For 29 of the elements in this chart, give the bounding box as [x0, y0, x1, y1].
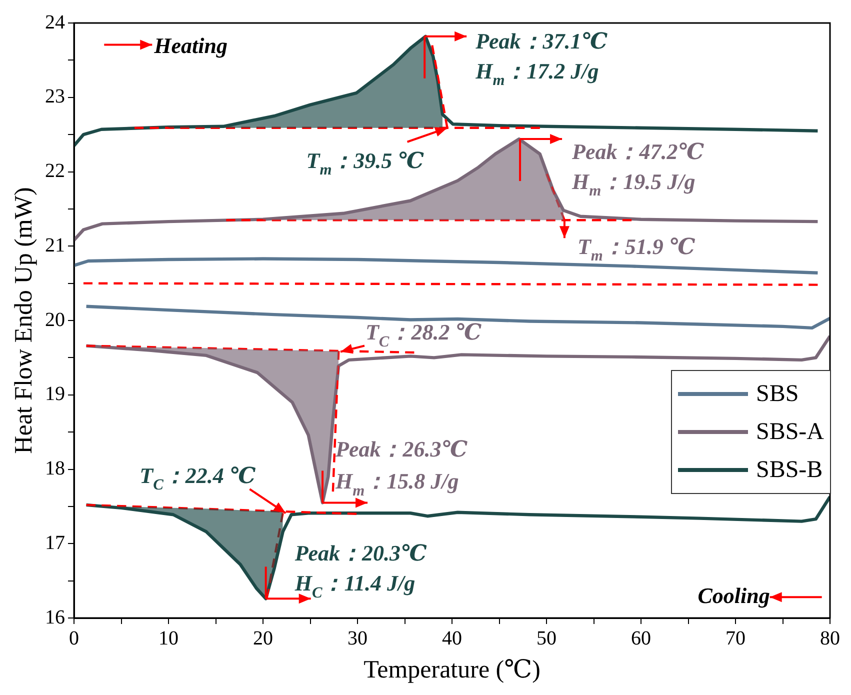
- x-tick-label: 60: [631, 627, 651, 650]
- annotation: Peak：47.2℃: [571, 139, 705, 164]
- y-tick-label: 17: [45, 532, 65, 554]
- y-tick-label: 24: [45, 11, 65, 34]
- x-tick-label: 0: [69, 627, 79, 650]
- x-tick-label: 20: [253, 627, 273, 650]
- annotation: Cooling: [698, 583, 770, 608]
- x-tick-label: 80: [820, 627, 840, 650]
- y-tick-label: 22: [45, 160, 65, 182]
- y-tick-label: 23: [45, 86, 65, 108]
- legend-label: SBS: [756, 380, 799, 408]
- x-tick-label: 10: [158, 627, 178, 650]
- y-tick-label: 19: [45, 383, 65, 406]
- y-tick-label: 20: [45, 308, 65, 331]
- annotation: Peak：26.3℃: [334, 436, 468, 462]
- y-axis-title: Heat Flow Endo Up (mW): [10, 187, 38, 454]
- y-tick-label: 21: [45, 234, 65, 256]
- legend-label: SBS-B: [756, 456, 823, 484]
- annotation: Peak：37.1℃: [474, 28, 608, 54]
- x-tick-label: 40: [442, 627, 462, 650]
- y-tick-label: 16: [45, 606, 65, 628]
- x-tick-label: 30: [348, 627, 368, 650]
- annotation: Peak：20.3℃: [294, 540, 428, 566]
- annotation: Heating: [153, 32, 228, 58]
- x-tick-label: 50: [536, 627, 556, 650]
- legend-label: SBS-A: [756, 418, 824, 446]
- y-tick-label: 18: [45, 458, 65, 480]
- x-tick-label: 70: [726, 627, 746, 650]
- x-axis-title: Temperature (℃): [364, 656, 540, 684]
